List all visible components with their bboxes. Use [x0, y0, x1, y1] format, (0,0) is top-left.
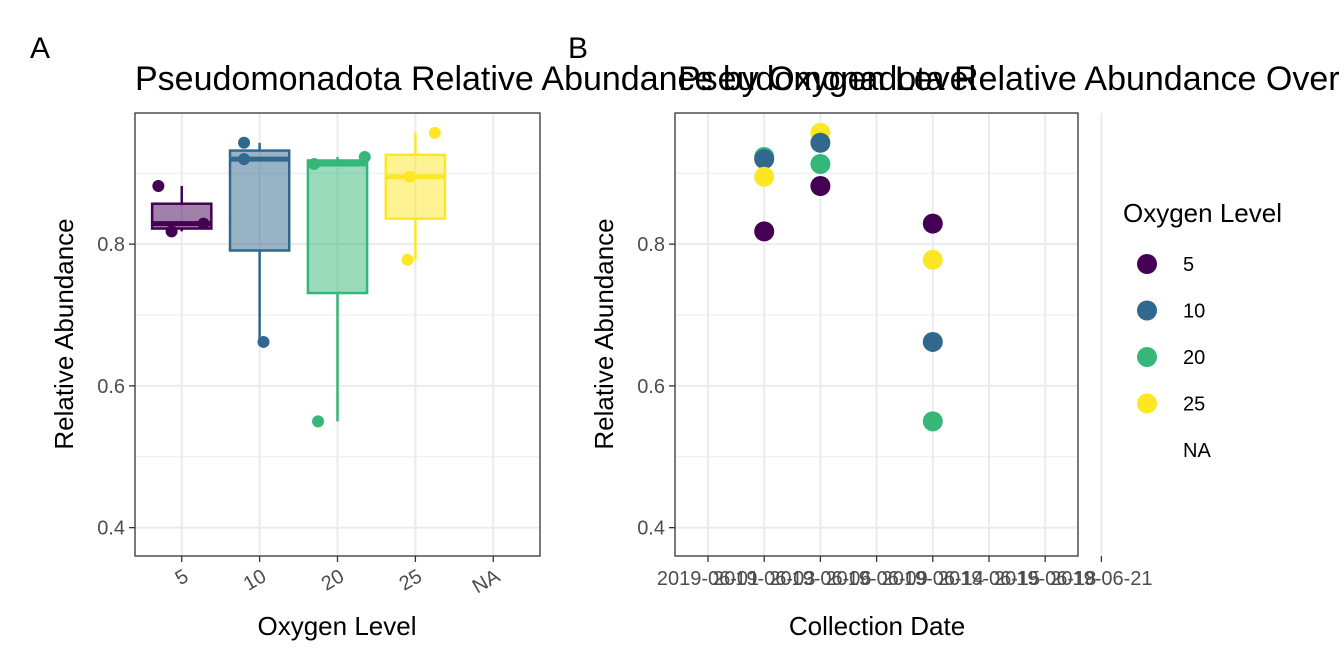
scatter-point — [754, 221, 775, 242]
jitter-point — [238, 153, 251, 166]
jitter-point — [257, 335, 270, 348]
panel-b: B Pseudomonadota Relative Abundance Over… — [568, 32, 1344, 641]
scatter-point — [754, 149, 775, 170]
legend-item-20: 20 — [1137, 347, 1205, 369]
legend-item-10: 10 — [1137, 300, 1205, 323]
scatter-point — [810, 132, 831, 153]
scatter-point — [922, 411, 943, 432]
scatter-point — [810, 154, 831, 175]
panel-a-y-axis-title: Relative Abundance — [49, 218, 79, 449]
box-body — [384, 153, 447, 220]
legend: Oxygen Level 5 10 20 25 NA — [1123, 198, 1282, 462]
panel-b-y-axis-title: Relative Abundance — [589, 218, 619, 449]
panel-a-x-axis-title: Oxygen Level — [258, 611, 417, 641]
legend-title: Oxygen Level — [1123, 198, 1282, 228]
panel-b-x-tick-label: 2019-06-14 — [882, 568, 984, 590]
panel-b-y-tick-label: 0.4 — [637, 518, 665, 540]
panel-b-x-tick-label: 2019-06-06 — [769, 568, 871, 590]
legend-label: 10 — [1183, 301, 1205, 323]
panel-b-x-tick-label: 2019-06-15 — [938, 568, 1040, 590]
panel-a-y-tick-label: 0.8 — [97, 234, 125, 256]
panel-a-title: Pseudomonadota Relative Abundance by Oxy… — [135, 60, 976, 98]
scatter-point — [922, 249, 943, 270]
jitter-point — [165, 225, 178, 238]
panel-b-x-tick-label: 2019-06-01 — [657, 568, 759, 590]
legend-label: 25 — [1183, 394, 1205, 416]
panel-b-y-tick-label: 0.8 — [637, 234, 665, 256]
box-10 — [228, 142, 291, 342]
panel-b-x-axis-title: Collection Date — [789, 611, 965, 641]
scatter-point — [922, 213, 943, 234]
box-body — [228, 149, 291, 252]
legend-swatch — [1137, 300, 1157, 321]
panel-b-x-tick-label: 2019-06-03 — [713, 568, 815, 590]
jitter-point — [197, 217, 210, 230]
box-body — [306, 159, 369, 295]
jitter-point — [238, 136, 251, 149]
jitter-point — [358, 150, 371, 163]
scatter-point — [810, 176, 831, 197]
panel-a-marks — [150, 126, 447, 428]
scatter-point — [922, 331, 943, 352]
jitter-point — [312, 415, 325, 428]
legend-entries: 5 10 20 25 NA — [1137, 254, 1211, 462]
panel-b-x-tick-label: 2019-06-09 — [825, 568, 927, 590]
panel-a-y-tick-label: 0.6 — [97, 376, 125, 398]
legend-item-5: 5 — [1137, 254, 1194, 276]
jitter-point — [308, 158, 321, 171]
panel-b-x-ticks: 2019-06-012019-06-032019-06-062019-06-09… — [657, 556, 1153, 590]
legend-swatch — [1137, 393, 1157, 414]
jitter-point — [428, 126, 441, 139]
jitter-point — [403, 170, 416, 183]
panel-b-grid — [675, 113, 1103, 556]
legend-item-25: 25 — [1137, 393, 1205, 416]
panel-b-y-tick-label: 0.6 — [637, 376, 665, 398]
panel-a-tag: A — [30, 32, 50, 65]
legend-label: 20 — [1183, 347, 1205, 369]
jitter-point — [401, 253, 414, 266]
panel-b-marks — [754, 122, 943, 432]
panel-b-x-tick-label: 2019-06-21 — [1050, 568, 1152, 590]
panel-b-tag: B — [568, 32, 588, 65]
legend-swatch — [1137, 254, 1157, 274]
jitter-point — [152, 180, 165, 193]
panel-b-y-ticks: 0.4 0.6 0.8 — [637, 234, 675, 540]
panel-a-y-ticks: 0.4 0.6 0.8 — [97, 234, 135, 540]
legend-item-NA: NA — [1183, 440, 1211, 462]
box-20 — [306, 156, 369, 422]
legend-label: 5 — [1183, 254, 1194, 276]
legend-label: NA — [1183, 440, 1211, 462]
legend-swatch — [1137, 347, 1157, 367]
box-25 — [384, 132, 447, 260]
panel-b-title: Pseudomonadota Relative Abundance Over T… — [678, 60, 1344, 98]
panel-a: A Pseudomonadota Relative Abundance by O… — [30, 32, 976, 641]
panel-b-x-tick-label: 2019-06-18 — [994, 568, 1096, 590]
panel-a-y-tick-label: 0.4 — [97, 518, 125, 540]
scatter-point — [754, 166, 775, 187]
